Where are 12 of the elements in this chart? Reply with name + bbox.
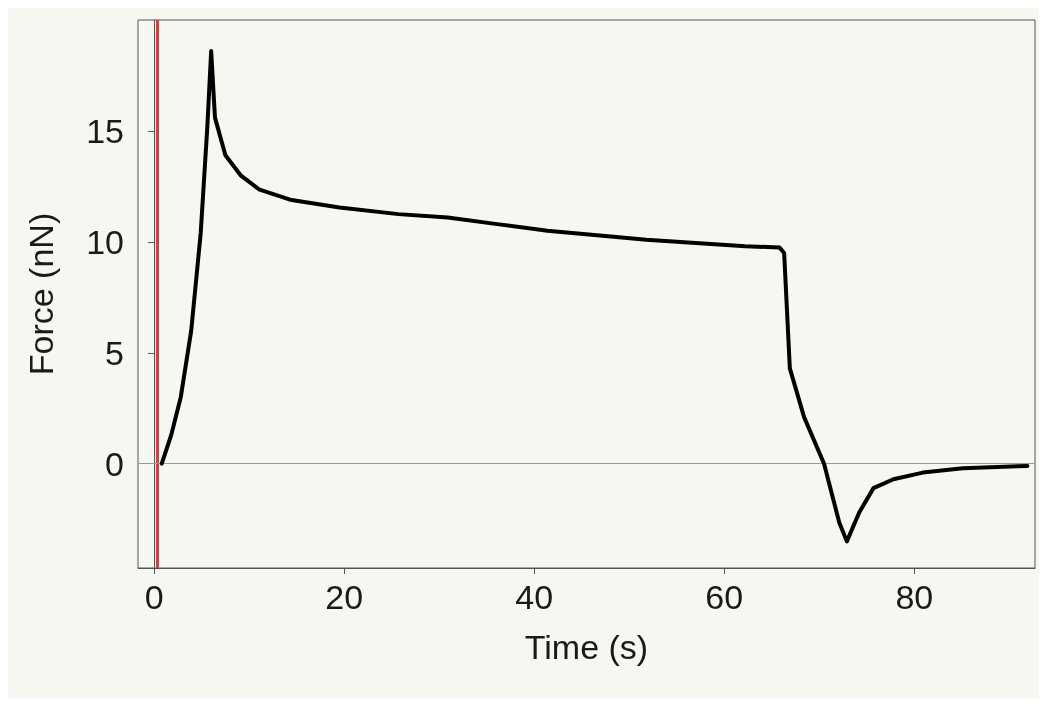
y-tick-label: 15 — [86, 111, 124, 150]
x-tick-label: 0 — [144, 578, 164, 616]
x-tick-label: 20 — [325, 578, 364, 616]
y-tick-label: 0 — [105, 444, 124, 483]
line-series — [159, 49, 1030, 544]
x-tick-label: 60 — [705, 578, 744, 616]
y-tick-label: 10 — [86, 222, 124, 261]
x-tick-label: 40 — [515, 578, 554, 616]
x-axis-title: Time (s) — [524, 628, 649, 666]
y-tick-label: 5 — [105, 333, 124, 372]
x-tick-label: 80 — [895, 578, 934, 616]
y-axis-title: Force (nN) — [22, 212, 60, 376]
